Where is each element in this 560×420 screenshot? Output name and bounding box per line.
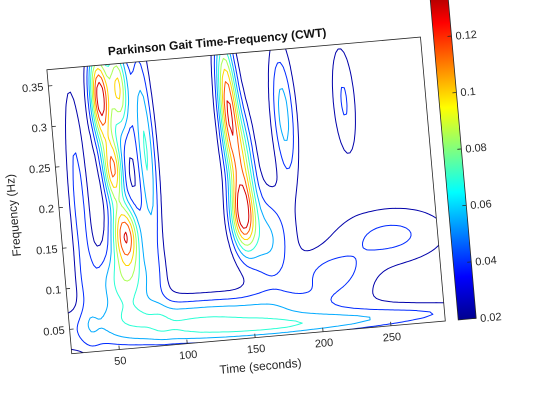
x-tick-label: 50: [114, 355, 127, 368]
y-tick-label: 0.15: [36, 244, 58, 258]
colorbar-tick-label: 0.12: [455, 29, 477, 43]
x-axis: 50 100 150 200 250: [114, 321, 402, 368]
contour-level: [90, 53, 303, 333]
colorbar-tick-label: 0.1: [460, 86, 476, 99]
x-tick-label: 100: [179, 349, 198, 363]
y-tick-label: 0.35: [22, 81, 44, 95]
y-tick-label: 0.1: [45, 284, 61, 297]
contour-level: [65, 48, 445, 354]
colorbar-tick-label: 0.08: [465, 142, 487, 156]
colorbar: 0.020.040.060.080.10.120.14: [428, 0, 502, 325]
plot-frame: [46, 36, 446, 355]
colorbar-tick-label: 0.06: [470, 198, 492, 212]
y-tick-label: 0.05: [43, 325, 65, 339]
x-tick-label: 200: [314, 337, 333, 351]
y-axis: 0.05 0.1 0.15 0.2 0.25 0.3 0.35: [22, 81, 74, 339]
y-tick-label: 0.3: [31, 122, 47, 135]
contour-level: [92, 68, 254, 267]
colorbar-ticks: 0.020.040.060.080.10.120.14: [447, 29, 502, 325]
y-tick-label: 0.25: [29, 163, 51, 177]
colorbar-tick-label: 0.02: [480, 311, 502, 325]
y-tick-label: 0.2: [38, 203, 54, 216]
x-tick-label: 250: [382, 331, 401, 345]
plot-area: 50 100 150 200 250 0.05 0.1 0.15 0.2 0.25 0.3 0.35…: [3, 36, 446, 377]
contour-level: [96, 81, 250, 244]
colorbar-tick-label: 0.04: [475, 255, 497, 269]
x-tick-label: 150: [247, 343, 266, 357]
contour-level: [91, 57, 257, 282]
contour-level: [87, 53, 371, 341]
contour-level: [72, 53, 434, 347]
contour-level: [94, 74, 252, 256]
contour-layer: [65, 48, 445, 354]
